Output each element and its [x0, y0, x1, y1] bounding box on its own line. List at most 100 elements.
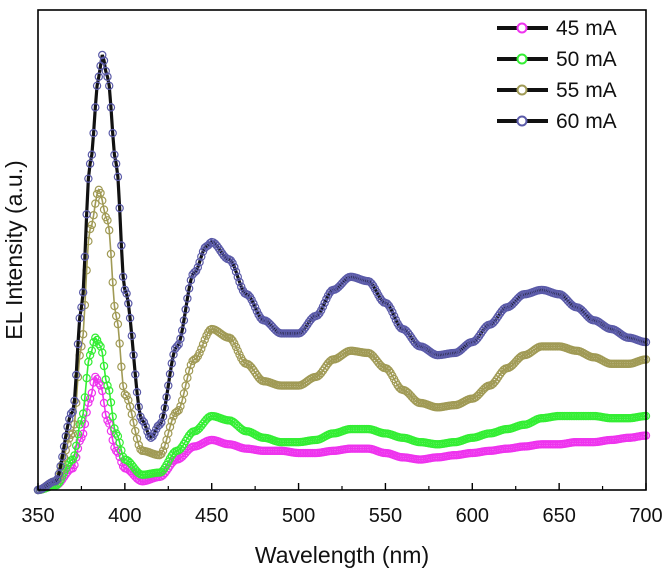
data-point [94, 379, 104, 388]
data-point [388, 307, 397, 317]
data-point [63, 422, 72, 431]
data-point [101, 375, 110, 384]
data-point [105, 419, 114, 428]
data-point [91, 333, 100, 342]
data-point [177, 326, 187, 335]
legend-label: 60 mA [556, 110, 617, 133]
series-45-ma [33, 372, 651, 495]
data-point [70, 396, 79, 406]
data-point [141, 422, 150, 431]
data-point [73, 372, 83, 382]
data-point [91, 372, 100, 382]
data-point [113, 172, 123, 182]
data-point [117, 241, 126, 250]
data-point [96, 188, 105, 198]
data-point [389, 311, 399, 321]
data-point [77, 303, 86, 312]
data-point [105, 386, 114, 395]
data-point [65, 414, 74, 424]
legend-item: 50 mA [497, 48, 617, 71]
data-point [80, 393, 90, 402]
data-point [105, 81, 114, 91]
data-point [131, 370, 140, 379]
data-point [92, 335, 102, 345]
x-tick-label: 550 [369, 505, 402, 527]
data-point [115, 339, 124, 348]
data-point [174, 340, 183, 349]
legend-swatch-marker [516, 115, 528, 127]
data-point [167, 416, 176, 426]
data-point [82, 210, 91, 219]
data-point [233, 346, 242, 355]
data-point [129, 350, 138, 360]
data-point [231, 342, 241, 352]
data-point [118, 272, 128, 281]
data-point [73, 339, 83, 349]
plot-area: 350 400 450 500 550 600 650 700 [21, 9, 663, 527]
data-point [195, 258, 204, 267]
data-point [85, 394, 95, 403]
data-point [94, 72, 104, 81]
data-point [139, 418, 149, 427]
data-point [160, 403, 170, 413]
data-point [228, 258, 237, 268]
data-point [131, 426, 140, 436]
legend: 45 mA 50 mA 55 mA 60 mA [497, 17, 617, 133]
data-point [51, 477, 60, 486]
data-point [172, 342, 182, 351]
data-point [103, 216, 112, 225]
data-point [125, 402, 135, 411]
data-point [186, 275, 196, 285]
data-point [103, 72, 112, 81]
x-tick-label: 500 [282, 505, 315, 527]
data-point [193, 263, 203, 272]
data-point [113, 319, 123, 329]
data-point [235, 277, 244, 287]
data-point [115, 438, 124, 447]
data-point [197, 252, 206, 261]
data-point [174, 406, 183, 415]
data-point [108, 128, 117, 138]
data-point [184, 284, 194, 293]
data-point [98, 196, 107, 205]
data-point [92, 81, 102, 91]
data-point [110, 424, 119, 433]
data-point [75, 313, 84, 323]
data-point [80, 252, 90, 261]
legend-label: 45 mA [556, 17, 617, 40]
data-point [98, 348, 107, 357]
legend-swatch-marker [516, 53, 528, 65]
data-point [150, 429, 159, 438]
series-line [37, 54, 647, 492]
data-point [94, 339, 104, 349]
data-point [78, 288, 88, 297]
data-point [92, 374, 102, 384]
data-point [237, 282, 246, 291]
data-point [165, 422, 175, 432]
data-point [91, 103, 100, 112]
data-point [134, 402, 143, 412]
legend-label: 50 mA [556, 48, 617, 71]
y-axis-title: EL Intensity (a.u.) [1, 160, 27, 339]
data-point [99, 205, 109, 214]
data-point [82, 373, 91, 383]
data-point [87, 150, 97, 159]
data-point [99, 361, 109, 371]
legend-swatch-marker [516, 22, 528, 34]
data-point [249, 299, 258, 308]
data-point [129, 418, 138, 427]
x-tick-label: 600 [456, 505, 489, 527]
data-point [118, 381, 128, 391]
data-point [111, 159, 121, 168]
data-point [124, 299, 133, 308]
x-tick-label: 450 [195, 505, 228, 527]
data-point [89, 128, 98, 138]
series-55-ma [33, 185, 651, 495]
data-point [58, 452, 67, 461]
data-point [54, 469, 64, 479]
data-point [68, 429, 77, 438]
data-point [250, 303, 260, 312]
data-point [61, 432, 70, 441]
data-point [181, 305, 190, 314]
